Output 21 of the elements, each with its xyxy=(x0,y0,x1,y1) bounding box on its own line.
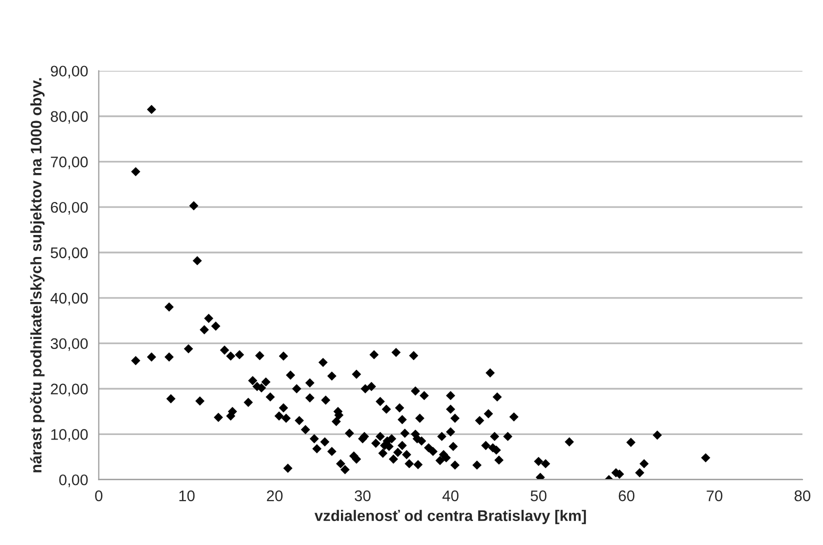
x-tick-label: 10 xyxy=(179,490,195,502)
y-tick-label: 60,00 xyxy=(50,202,88,215)
x-tick-label: 50 xyxy=(530,490,546,502)
y-tick-label: 0,00 xyxy=(59,474,88,488)
x-tick-label: 20 xyxy=(266,490,283,502)
x-axis-title: vzdialenosť od centra Bratislavy [km] xyxy=(314,510,586,524)
x-tick-label: 30 xyxy=(354,490,371,502)
y-tick-label: 40,00 xyxy=(50,292,88,306)
y-tick-label: 10,00 xyxy=(51,429,88,442)
y-tick-label: 20,00 xyxy=(50,384,88,396)
y-tick-label: 80,00 xyxy=(50,111,88,124)
x-tick-label: 40 xyxy=(442,490,458,502)
x-tick-label: 70 xyxy=(706,490,722,502)
y-tick-label: 50,00 xyxy=(50,247,88,260)
x-tick-label: 0 xyxy=(95,490,102,502)
x-tick-label: 80 xyxy=(794,490,810,502)
y-tick-label: 90,00 xyxy=(50,66,88,78)
y-axis-title: nárast počtu podnikateľských subjektov na 1000 obyv. xyxy=(30,78,45,472)
x-tick-label: 60 xyxy=(618,490,634,502)
y-tick-label: 30,00 xyxy=(50,338,88,351)
y-tick-label: 70,00 xyxy=(50,156,88,170)
